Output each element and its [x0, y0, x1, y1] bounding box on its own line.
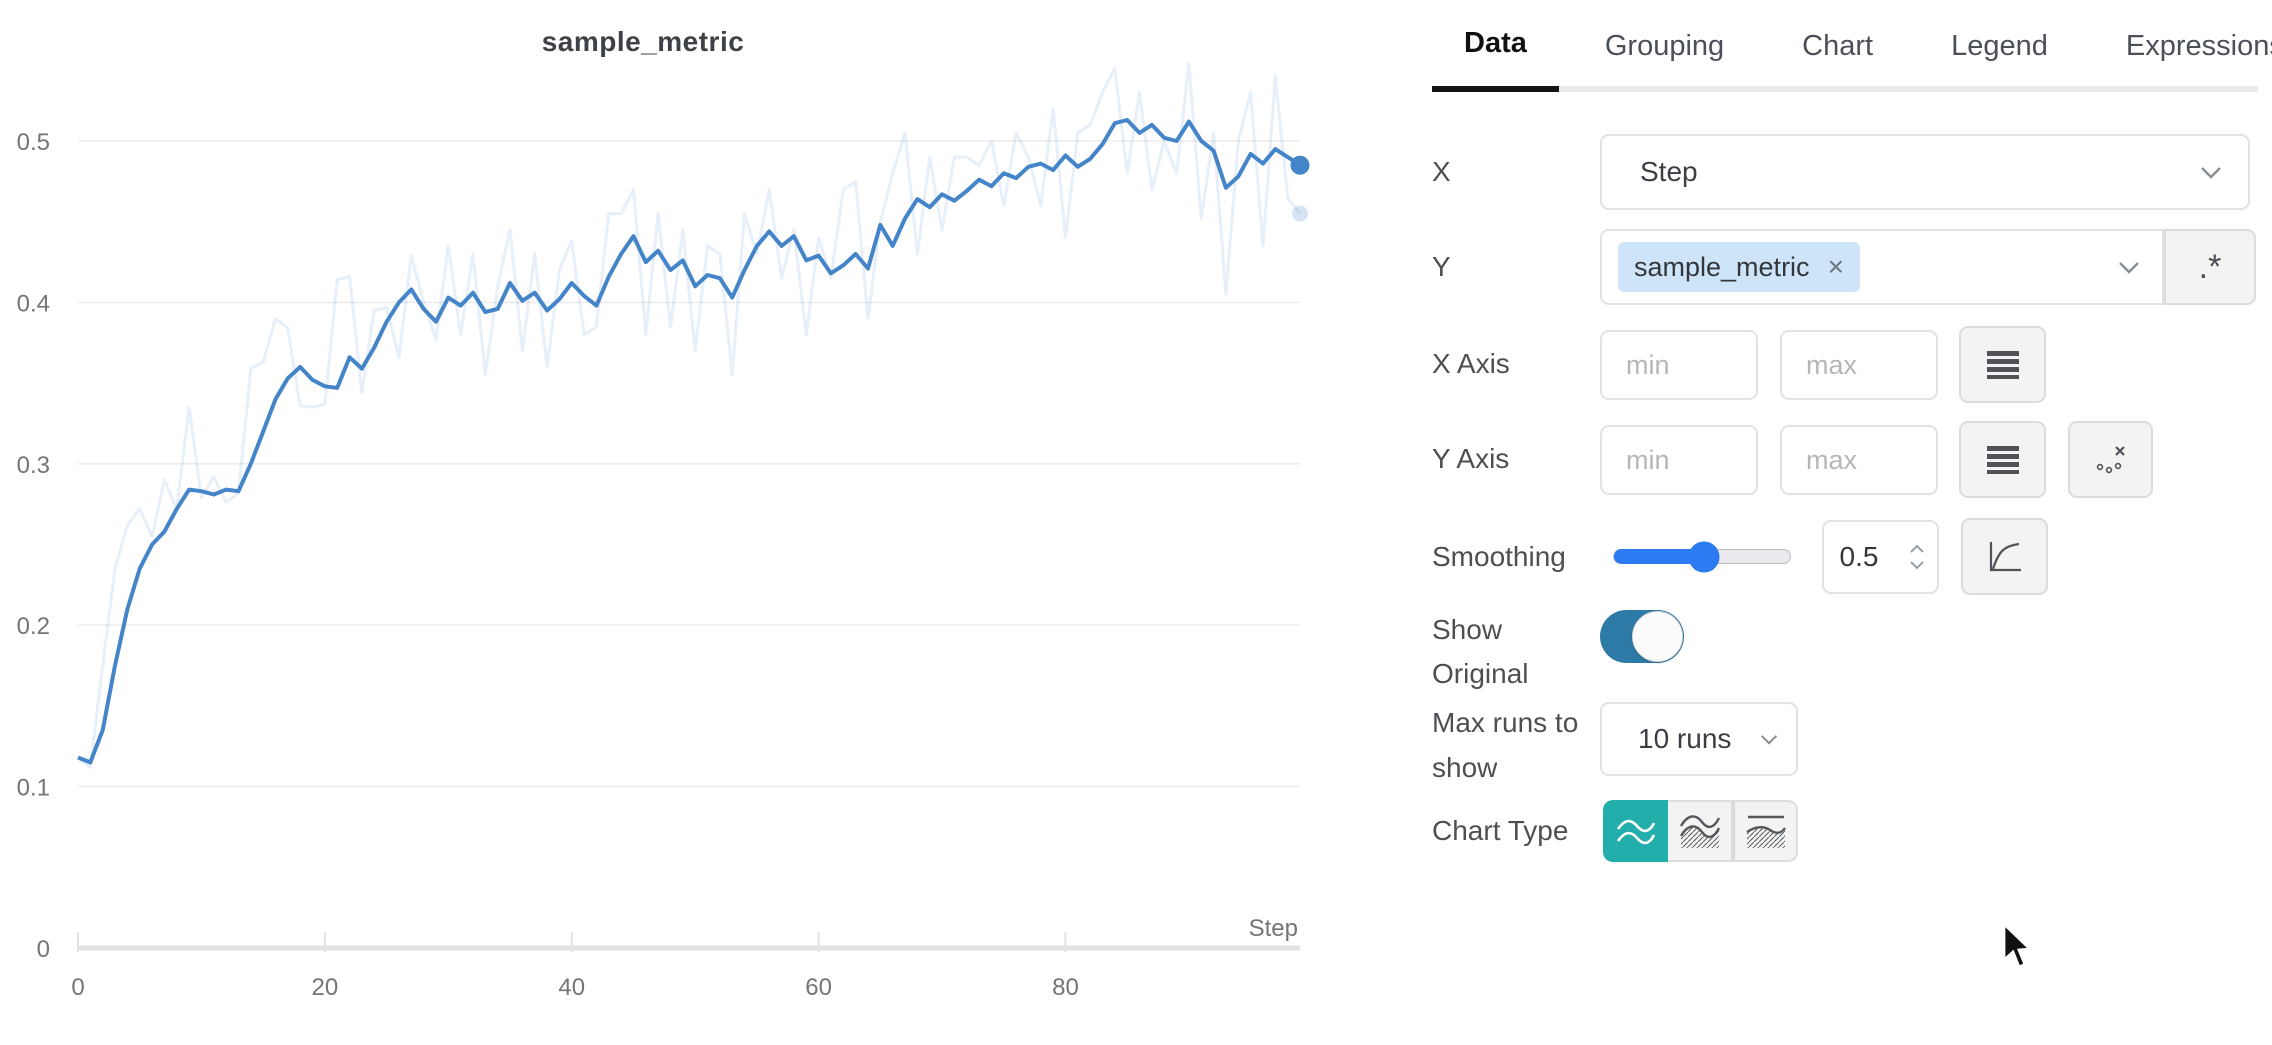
chevron-down-icon [2201, 166, 2221, 179]
show-original-label: Show Original [1432, 614, 1529, 689]
stepper-down-icon[interactable] [1909, 560, 1925, 570]
outliers-icon [2096, 445, 2125, 473]
x-field-select[interactable]: Step [1600, 134, 2250, 210]
area-plot-icon [1679, 815, 1720, 848]
x-axis-label: X Axis [1432, 348, 1510, 379]
max-runs-label: Max runs to show [1432, 707, 1579, 783]
y-axis-label: Y Axis [1432, 443, 1510, 474]
svg-text:0.3: 0.3 [17, 452, 50, 479]
chart-type-line-button[interactable] [1603, 800, 1668, 862]
line-plot-icon [1616, 819, 1655, 845]
line-chart-plot-area[interactable]: 0 0.1 0.2 0.3 0.4 0.5 0 20 40 60 80 Step [0, 0, 1420, 1040]
chevron-down-icon [1760, 734, 1778, 745]
max-runs-value: 10 runs [1638, 723, 1732, 754]
svg-text:60: 60 [805, 974, 832, 1001]
chart-type-minmax-button[interactable] [1733, 800, 1798, 862]
chart-title: sample_metric [541, 26, 745, 57]
regex-filter-button[interactable]: .* [2164, 229, 2256, 305]
tab-grouping[interactable]: Grouping [1604, 29, 1725, 62]
y-axis-log-scale-button[interactable] [1959, 421, 2046, 498]
tab-chart[interactable]: Chart [1802, 29, 1874, 62]
tab-legend[interactable]: Legend [1951, 29, 2048, 62]
max-runs-select[interactable]: 10 runs [1600, 702, 1798, 776]
y-axis-max-input[interactable] [1780, 425, 1938, 495]
smoothing-type-button[interactable] [1961, 518, 2048, 595]
x-field-value: Step [1640, 156, 1698, 187]
smoothing-value-box [1822, 520, 1939, 594]
y-field-multiselect[interactable]: sample_metric × [1600, 229, 2164, 305]
svg-text:80: 80 [1052, 974, 1079, 1001]
svg-text:0.2: 0.2 [17, 613, 50, 640]
chart-settings-panel: Data Grouping Chart Legend Expressions X… [1432, 0, 2272, 1040]
smoothing-slider[interactable] [1613, 541, 1791, 572]
svg-text:40: 40 [558, 974, 585, 1001]
y-metric-tag-label: sample_metric [1634, 251, 1810, 282]
svg-text:0: 0 [37, 936, 50, 963]
log-scale-icon [1986, 350, 2019, 379]
show-original-toggle[interactable] [1600, 610, 1684, 663]
y-axis-min-input[interactable] [1600, 425, 1758, 495]
log-scale-icon [1986, 445, 2019, 474]
chart-type-group [1603, 800, 1798, 862]
x-axis-max-input[interactable] [1780, 330, 1938, 400]
y-metric-tag[interactable]: sample_metric × [1618, 242, 1860, 292]
mouse-cursor [2002, 922, 2034, 969]
smoothing-slider-handle[interactable] [1688, 541, 1720, 572]
svg-text:0.5: 0.5 [17, 129, 50, 156]
running-average-icon [1989, 541, 2021, 571]
smoothing-slider-fill [1614, 549, 1704, 564]
tab-expressions[interactable]: Expressions [2125, 29, 2272, 62]
smoothing-value-input[interactable] [1824, 522, 1894, 592]
smoothing-label: Smoothing [1432, 541, 1566, 572]
x-axis-log-scale-button[interactable] [1959, 326, 2046, 403]
toggle-knob [1632, 611, 1683, 662]
svg-text:Step: Step [1249, 915, 1298, 942]
ignore-outliers-button[interactable] [2068, 421, 2153, 498]
svg-text:0.4: 0.4 [17, 290, 50, 317]
svg-text:0.1: 0.1 [17, 775, 50, 802]
smoothing-stepper[interactable] [1909, 544, 1925, 570]
svg-text:0: 0 [71, 974, 84, 1001]
stepper-up-icon[interactable] [1909, 544, 1925, 554]
tab-data[interactable]: Data [1432, 0, 1559, 92]
chevron-down-icon [2119, 261, 2139, 274]
tab-bar: Data Grouping Chart Legend Expressions [1432, 0, 2272, 92]
x-axis-min-input[interactable] [1600, 330, 1758, 400]
chart-panel: sample_metric 0 0.1 0.2 0.3 0.4 0.5 0 20 40 60 80 S… [0, 0, 1420, 1040]
y-field-label: Y [1432, 251, 1451, 282]
min-max-plot-icon [1745, 815, 1786, 848]
chart-type-label: Chart Type [1432, 815, 1569, 846]
chart-type-area-button[interactable] [1668, 800, 1733, 862]
svg-text:20: 20 [312, 974, 339, 1001]
remove-tag-icon[interactable]: × [1827, 251, 1844, 282]
x-field-label: X [1432, 156, 1451, 187]
